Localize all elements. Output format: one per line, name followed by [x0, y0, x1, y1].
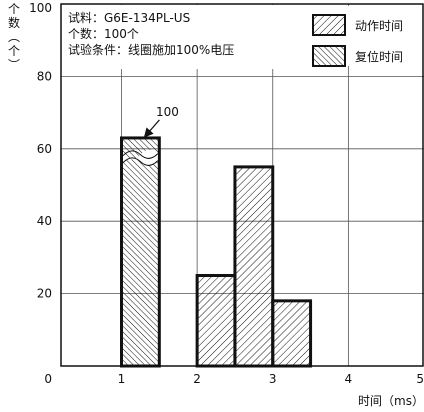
- x-tick-label: 4: [345, 372, 353, 386]
- x-axis-label: 时间（ms）: [358, 394, 424, 408]
- x-tick-label: 2: [193, 372, 201, 386]
- histogram-bar: [233, 165, 275, 368]
- axis-break-line: [122, 157, 159, 166]
- y-label-char: 数: [8, 15, 20, 30]
- legend-swatch: [312, 14, 346, 36]
- y-tick-label: 40: [37, 214, 52, 228]
- y-axis-label: 个数︵个︶: [8, 2, 20, 72]
- y-tick-label: 20: [37, 287, 52, 301]
- y-tick-label: 0: [44, 372, 52, 386]
- bars: [120, 136, 313, 368]
- y-tick-label: 60: [37, 142, 52, 156]
- y-label-char: ︶: [8, 58, 20, 72]
- axis-break-gap: [123, 149, 158, 166]
- axis-break-line: [122, 150, 159, 159]
- x-tick-label: 1: [118, 372, 126, 386]
- info-background: [62, 5, 287, 69]
- legend-label: 动作时间: [355, 19, 403, 33]
- x-tick-labels: 1 2 3 4 5: [118, 372, 424, 386]
- legend-swatch: [312, 45, 346, 67]
- plot-frame: [60, 3, 424, 367]
- annotation-arrow: [143, 119, 160, 138]
- info-line: 试验条件：线圈施加100%电压: [68, 42, 234, 57]
- histogram-bar: [271, 299, 313, 368]
- legend-label: 复位时间: [355, 49, 403, 64]
- histogram-bar: [120, 136, 161, 368]
- y-label-char: ︵: [8, 30, 20, 44]
- y-tick-labels: 0 20 40 60 80 100: [29, 1, 52, 386]
- x-tick-label: 3: [269, 372, 277, 386]
- y-tick-label: 80: [37, 69, 52, 83]
- annotation: 100: [143, 105, 179, 138]
- x-tick-label: 5: [416, 372, 424, 386]
- info-line: 试料：G6E-134PL-US: [68, 10, 190, 25]
- y-label-char: 个: [8, 2, 20, 16]
- y-label-char: 个: [8, 44, 20, 58]
- histogram-bar: [195, 274, 237, 368]
- annotation-label: 100: [156, 105, 179, 119]
- info-line: 个数：100个: [68, 26, 139, 41]
- y-tick-label: 100: [29, 1, 52, 15]
